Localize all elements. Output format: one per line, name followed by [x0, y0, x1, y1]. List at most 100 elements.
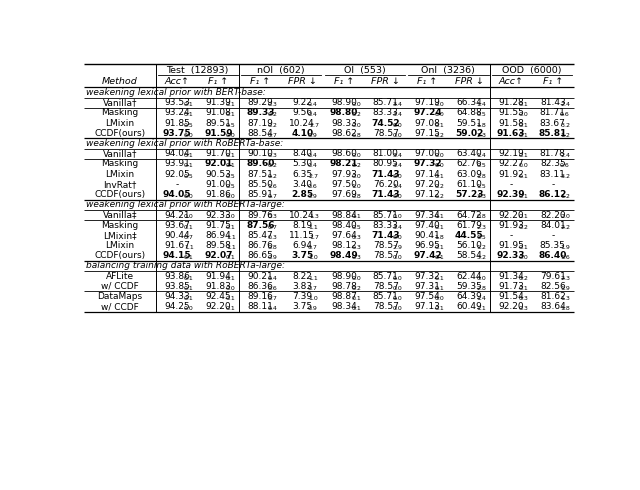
- Text: 64.88: 64.88: [456, 108, 482, 118]
- Text: 0.7: 0.7: [308, 245, 318, 250]
- Text: 81.00: 81.00: [372, 149, 399, 158]
- Text: 0.1: 0.1: [226, 276, 236, 281]
- Text: 0.5: 0.5: [226, 173, 236, 178]
- Text: 0.8: 0.8: [351, 194, 361, 199]
- Text: 1.2: 1.2: [560, 133, 570, 138]
- Text: 74.52: 74.52: [371, 119, 400, 127]
- Text: 94.05: 94.05: [163, 190, 191, 199]
- Text: 0.0: 0.0: [393, 235, 403, 240]
- Text: 0.5: 0.5: [477, 112, 486, 118]
- Text: 91.54: 91.54: [498, 292, 524, 301]
- Text: 98.40: 98.40: [331, 220, 357, 230]
- Text: 1.1: 1.1: [308, 224, 318, 230]
- Text: 3.4: 3.4: [393, 224, 403, 230]
- Text: 0.1: 0.1: [518, 133, 528, 138]
- Text: 78.57: 78.57: [372, 241, 399, 250]
- Text: 97.19: 97.19: [415, 98, 440, 107]
- Text: 0.0: 0.0: [435, 296, 445, 301]
- Text: 83.11: 83.11: [540, 170, 566, 179]
- Text: LMixin: LMixin: [106, 170, 134, 179]
- Text: 71.43: 71.43: [371, 231, 400, 240]
- Text: 1.7: 1.7: [309, 235, 319, 240]
- Text: 98.34: 98.34: [331, 302, 357, 311]
- Text: Masking: Masking: [101, 159, 138, 169]
- Text: 63.09: 63.09: [456, 170, 482, 179]
- Text: 8.22: 8.22: [292, 272, 312, 281]
- Text: 0.1: 0.1: [226, 102, 236, 107]
- Text: 83.33: 83.33: [372, 220, 399, 230]
- Text: 92.45: 92.45: [206, 292, 232, 301]
- Text: 2.3: 2.3: [560, 276, 570, 281]
- Text: 0.1: 0.1: [518, 102, 528, 107]
- Text: 64.39: 64.39: [456, 292, 482, 301]
- Text: 0.9: 0.9: [308, 306, 318, 311]
- Text: 94.33: 94.33: [164, 292, 189, 301]
- Text: 0.1: 0.1: [518, 153, 528, 158]
- Text: 98.62: 98.62: [331, 129, 357, 138]
- Text: 0.0: 0.0: [351, 173, 361, 178]
- Text: 83.64: 83.64: [540, 302, 566, 311]
- Text: 86.65: 86.65: [248, 251, 273, 260]
- Text: 0.0: 0.0: [393, 215, 403, 220]
- Text: 0.1: 0.1: [184, 153, 194, 158]
- Text: 0.1: 0.1: [351, 306, 361, 311]
- Text: Vanilla†: Vanilla†: [102, 149, 137, 158]
- Text: 89.33: 89.33: [246, 108, 275, 118]
- Text: 1.9: 1.9: [560, 286, 570, 291]
- Text: 0.1: 0.1: [226, 153, 236, 158]
- Text: 89.76: 89.76: [248, 211, 273, 220]
- Text: 62.76: 62.76: [456, 159, 482, 169]
- Text: 92.39: 92.39: [497, 190, 525, 199]
- Text: FPR ↓: FPR ↓: [455, 77, 484, 86]
- Text: 58.54: 58.54: [456, 251, 482, 260]
- Text: 0.1: 0.1: [435, 215, 445, 220]
- Text: 0.7: 0.7: [268, 133, 278, 138]
- Text: w/ CCDF: w/ CCDF: [101, 302, 139, 311]
- Text: 0.4: 0.4: [268, 306, 278, 311]
- Text: 97.20: 97.20: [415, 180, 440, 189]
- Text: 83.33: 83.33: [372, 108, 399, 118]
- Text: 85.50: 85.50: [248, 180, 273, 189]
- Text: 81.71: 81.71: [540, 108, 566, 118]
- Text: 97.50: 97.50: [331, 180, 357, 189]
- Text: 89.60: 89.60: [246, 159, 275, 169]
- Text: 0.2: 0.2: [351, 286, 361, 291]
- Text: 0.8: 0.8: [351, 133, 361, 138]
- Text: 98.87: 98.87: [331, 292, 357, 301]
- Text: 97.64: 97.64: [331, 231, 357, 240]
- Text: F₁ ↑: F₁ ↑: [417, 77, 438, 86]
- Text: 0.6: 0.6: [268, 286, 277, 291]
- Text: 94.15: 94.15: [163, 251, 191, 260]
- Text: 0.2: 0.2: [268, 163, 278, 169]
- Text: 3.40: 3.40: [292, 180, 312, 189]
- Text: 0.1: 0.1: [435, 224, 445, 230]
- Text: F₁ ↑: F₁ ↑: [334, 77, 354, 86]
- Text: 78.57: 78.57: [372, 282, 399, 291]
- Text: 0.3: 0.3: [518, 306, 528, 311]
- Text: 0.0: 0.0: [351, 153, 361, 158]
- Text: OI  (553): OI (553): [344, 66, 386, 75]
- Text: 0.3: 0.3: [268, 102, 278, 107]
- Text: 97.31: 97.31: [415, 282, 440, 291]
- Text: 1.1: 1.1: [226, 235, 236, 240]
- Text: 81.62: 81.62: [540, 292, 566, 301]
- Text: 0.1: 0.1: [226, 163, 236, 169]
- Text: 0.0: 0.0: [393, 133, 403, 138]
- Text: 2.4: 2.4: [560, 102, 570, 107]
- Text: 91.95: 91.95: [498, 241, 524, 250]
- Text: 0.0: 0.0: [184, 306, 194, 311]
- Text: 1.8: 1.8: [560, 306, 570, 311]
- Text: 91.63: 91.63: [497, 129, 525, 138]
- Text: 0.2: 0.2: [268, 122, 278, 127]
- Text: 0.0: 0.0: [351, 102, 361, 107]
- Text: Acc↑: Acc↑: [164, 77, 189, 86]
- Text: 88.11: 88.11: [248, 302, 273, 311]
- Text: 0.2: 0.2: [268, 173, 278, 178]
- Text: 1.1: 1.1: [308, 276, 318, 281]
- Text: 9.56: 9.56: [292, 108, 312, 118]
- Text: -: -: [551, 231, 554, 240]
- Text: 86.94: 86.94: [205, 231, 232, 240]
- Text: 0.8: 0.8: [268, 245, 277, 250]
- Text: 1.0: 1.0: [351, 184, 361, 189]
- Text: 1.8: 1.8: [477, 173, 486, 178]
